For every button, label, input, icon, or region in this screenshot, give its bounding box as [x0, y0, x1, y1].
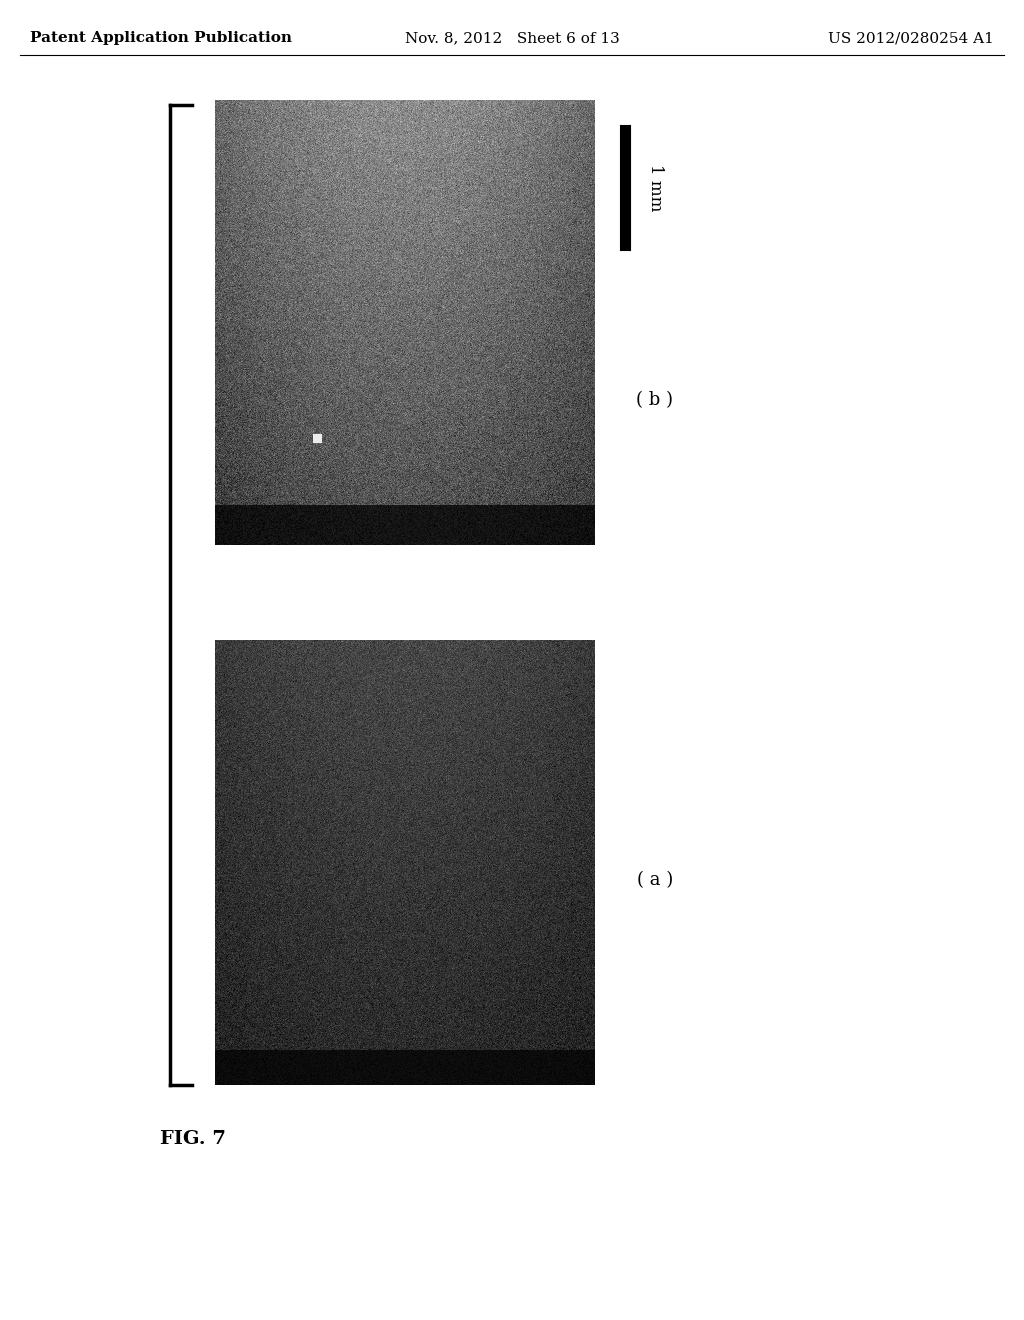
Text: ( a ): ( a )	[637, 871, 673, 888]
Text: Patent Application Publication: Patent Application Publication	[30, 30, 292, 45]
Text: FIG. 7: FIG. 7	[160, 1130, 226, 1148]
Text: Nov. 8, 2012   Sheet 6 of 13: Nov. 8, 2012 Sheet 6 of 13	[404, 30, 620, 45]
Text: 1 mm: 1 mm	[647, 164, 664, 211]
Text: ( b ): ( b )	[637, 391, 674, 409]
Text: US 2012/0280254 A1: US 2012/0280254 A1	[828, 30, 994, 45]
